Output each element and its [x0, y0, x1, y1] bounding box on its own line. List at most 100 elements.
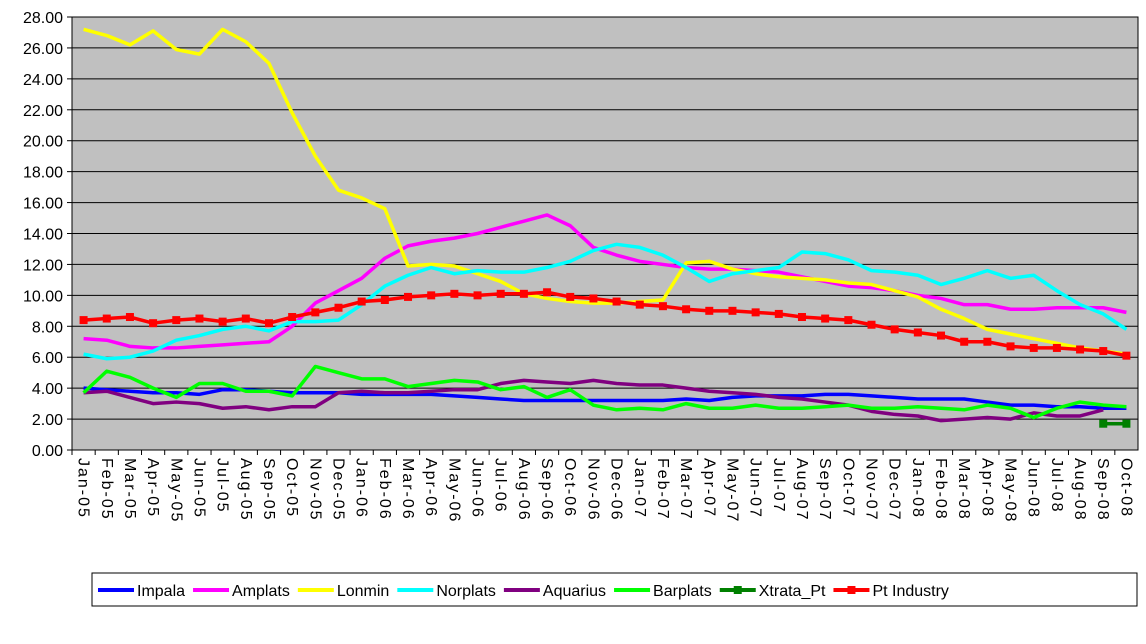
x-tick-label: Aug-08 [1071, 458, 1088, 522]
x-tick-label: Jun-06 [469, 458, 486, 519]
x-tick-label: Mar-08 [955, 458, 972, 521]
x-tick-label: Oct-06 [561, 458, 578, 518]
x-tick-label: May-08 [1002, 458, 1019, 523]
point-marker [1029, 343, 1038, 352]
point-marker [751, 308, 760, 317]
x-tick-label: Apr-08 [978, 458, 995, 518]
legend-label: Norplats [436, 583, 496, 600]
legend-label: Pt Industry [872, 583, 948, 600]
x-tick-label: Nov-07 [863, 458, 880, 522]
x-tick-label: May-06 [445, 458, 462, 523]
point-marker [218, 317, 227, 326]
x-tick-label: Nov-06 [584, 458, 601, 522]
x-tick-label: Sep-07 [816, 458, 833, 522]
point-marker [102, 314, 111, 323]
x-tick-label: Apr-05 [144, 458, 161, 518]
point-marker [334, 303, 343, 312]
point-marker [241, 314, 250, 323]
y-tick-label: 28.00 [23, 10, 63, 27]
x-tick-label: Feb-05 [98, 458, 115, 521]
point-marker [264, 319, 273, 328]
x-tick-label: Jul-05 [214, 458, 231, 514]
point-marker [797, 313, 806, 322]
point-marker [867, 320, 876, 329]
series-line [83, 213, 1127, 350]
point-marker [450, 289, 459, 298]
x-tick-label: Sep-08 [1094, 458, 1111, 522]
point-marker [705, 306, 714, 315]
y-tick-label: 22.00 [23, 103, 63, 120]
x-tick-label: Jun-05 [190, 458, 207, 519]
point-marker [774, 309, 783, 318]
x-tick-label: Sep-06 [538, 458, 555, 522]
point-marker [427, 291, 436, 300]
x-tick-label: Jan-07 [631, 458, 648, 519]
point-marker [844, 316, 853, 325]
point-marker [496, 289, 505, 298]
x-tick-label: Aug-07 [793, 458, 810, 522]
x-tick-label: Jun-08 [1025, 458, 1042, 519]
series-line [82, 364, 1127, 420]
point-marker [937, 331, 946, 340]
point-marker [1099, 347, 1108, 356]
point-marker [1122, 419, 1131, 428]
point-marker [1052, 343, 1061, 352]
point-marker [404, 292, 413, 301]
y-tick-label: 16.00 [23, 196, 63, 213]
x-tick-label: Feb-06 [376, 458, 393, 521]
x-tick-label: Apr-06 [422, 458, 439, 518]
legend-label: Barplats [653, 583, 712, 600]
point-marker [380, 295, 389, 304]
legend-label: Impala [137, 583, 185, 600]
x-tick-label: Apr-07 [700, 458, 717, 518]
x-tick-label: Aug-05 [237, 458, 254, 522]
point-marker [890, 325, 899, 334]
y-tick-label: 0.00 [32, 443, 63, 460]
point-marker [682, 305, 691, 314]
point-marker [612, 297, 621, 306]
y-tick-label: 2.00 [32, 412, 63, 429]
point-marker [566, 292, 575, 301]
point-marker [79, 316, 88, 325]
legend-label: Lonmin [337, 583, 389, 600]
x-tick-label: Jul-08 [1048, 458, 1065, 514]
point-marker [960, 337, 969, 346]
point-marker [195, 314, 204, 323]
x-tick-label: Jun-07 [747, 458, 764, 519]
legend-marker [847, 586, 856, 594]
point-marker [821, 314, 830, 323]
x-tick-label: Dec-07 [886, 458, 903, 522]
x-tick-label: Oct-07 [839, 458, 856, 518]
x-tick-label: Feb-08 [932, 458, 949, 521]
point-marker [1099, 419, 1108, 428]
x-tick-label: Dec-06 [608, 458, 625, 522]
point-marker [519, 289, 528, 298]
y-tick-label: 24.00 [23, 72, 63, 89]
y-tick-label: 12.00 [23, 257, 63, 274]
point-marker [635, 300, 644, 309]
y-tick-label: 6.00 [32, 350, 63, 367]
point-marker [728, 306, 737, 315]
x-tick-label: Mar-06 [399, 458, 416, 521]
point-marker [543, 288, 552, 297]
point-marker [983, 337, 992, 346]
x-tick-label: Feb-07 [654, 458, 671, 521]
point-marker [149, 319, 158, 328]
x-tick-label: Jan-05 [75, 458, 92, 519]
x-tick-label: Jul-07 [770, 458, 787, 514]
y-tick-label: 26.00 [23, 41, 63, 58]
series-line [83, 290, 1127, 358]
point-marker [288, 313, 297, 322]
x-tick-label: May-05 [167, 458, 184, 523]
point-marker [473, 291, 482, 300]
series-line [83, 242, 1128, 361]
point-marker [172, 316, 181, 325]
x-tick-label: Oct-08 [1117, 458, 1134, 518]
point-marker [125, 313, 134, 322]
x-tick-label: Sep-05 [260, 458, 277, 522]
legend-marker [733, 586, 742, 594]
legend-label: Aquarius [543, 583, 606, 600]
x-tick-label: May-07 [723, 458, 740, 523]
point-marker [357, 297, 366, 306]
